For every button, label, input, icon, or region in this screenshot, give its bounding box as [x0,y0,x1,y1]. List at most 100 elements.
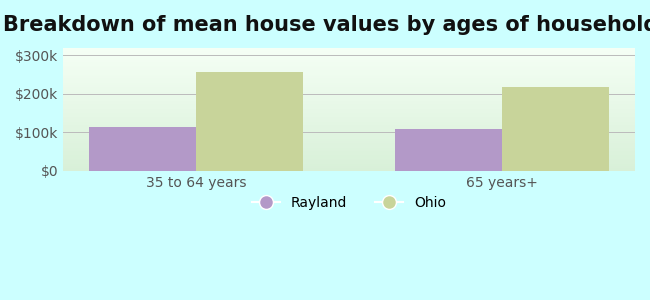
Bar [63,165,635,166]
Bar [63,90,635,91]
Bar [63,87,635,88]
Bar [63,66,635,68]
Bar [63,169,635,170]
Bar [63,96,635,97]
Bar [63,133,635,134]
Bar [63,138,635,139]
Bar [63,48,635,49]
Bar [63,58,635,59]
Bar [63,120,635,122]
Bar [63,104,635,106]
Bar [63,145,635,146]
Bar [63,123,635,124]
Bar [63,156,635,158]
Bar [63,65,635,66]
Bar [63,140,635,141]
Bar [63,113,635,114]
Bar [63,112,635,113]
Bar [63,141,635,142]
Bar [63,142,635,144]
Bar [63,146,635,148]
Bar [63,98,635,99]
Bar [63,154,635,155]
Bar [63,71,635,72]
Bar [63,101,635,102]
Bar [63,106,635,107]
Bar [63,97,635,98]
Bar [63,108,635,109]
Bar [63,77,635,79]
Bar [63,56,635,58]
Bar [63,68,635,69]
Bar [63,103,635,104]
Bar [63,164,635,165]
Bar [63,85,635,86]
Bar [63,122,635,123]
Bar [63,161,635,162]
Bar [196,71,304,171]
Bar [63,107,635,108]
Bar [63,80,635,81]
Bar [63,69,635,70]
Bar [63,151,635,152]
Bar [63,79,635,80]
Bar [63,51,635,52]
Bar [63,125,635,127]
Bar [63,131,635,133]
Bar [63,83,635,85]
Bar [63,114,635,116]
Bar [63,59,635,60]
Bar [63,61,635,62]
Bar [63,86,635,87]
Bar [63,72,635,74]
Bar [63,81,635,82]
Bar [63,93,635,94]
Bar [63,64,635,65]
Bar [63,150,635,151]
Bar [89,127,196,171]
Bar [63,118,635,119]
Bar [63,55,635,56]
Bar [63,60,635,61]
Bar [63,110,635,112]
Bar [63,167,635,169]
Bar [63,149,635,150]
Bar [63,134,635,135]
Bar [63,136,635,138]
Bar [63,75,635,76]
Bar [63,155,635,156]
Bar [63,159,635,160]
Bar [63,166,635,167]
Bar [63,158,635,159]
Bar [63,130,635,131]
Bar [63,124,635,125]
Bar [63,62,635,64]
Bar [63,144,635,145]
Bar [63,94,635,96]
Bar [63,82,635,83]
Title: Breakdown of mean house values by ages of householders: Breakdown of mean house values by ages o… [3,15,650,35]
Bar [63,152,635,154]
Bar [63,99,635,101]
Bar [63,70,635,71]
Bar [63,74,635,75]
Bar [63,127,635,128]
Bar [63,88,635,90]
Bar [395,129,502,171]
Bar [63,50,635,51]
Bar [63,109,635,110]
Bar [63,92,635,93]
Bar [63,162,635,164]
Bar [63,160,635,161]
Bar [63,129,635,130]
Bar [63,54,635,55]
Bar [63,116,635,117]
Bar [63,91,635,92]
Bar [63,148,635,149]
Bar [63,117,635,118]
Bar [63,119,635,120]
Bar [63,128,635,129]
Bar [63,102,635,103]
Bar [502,87,609,171]
Bar [63,170,635,171]
